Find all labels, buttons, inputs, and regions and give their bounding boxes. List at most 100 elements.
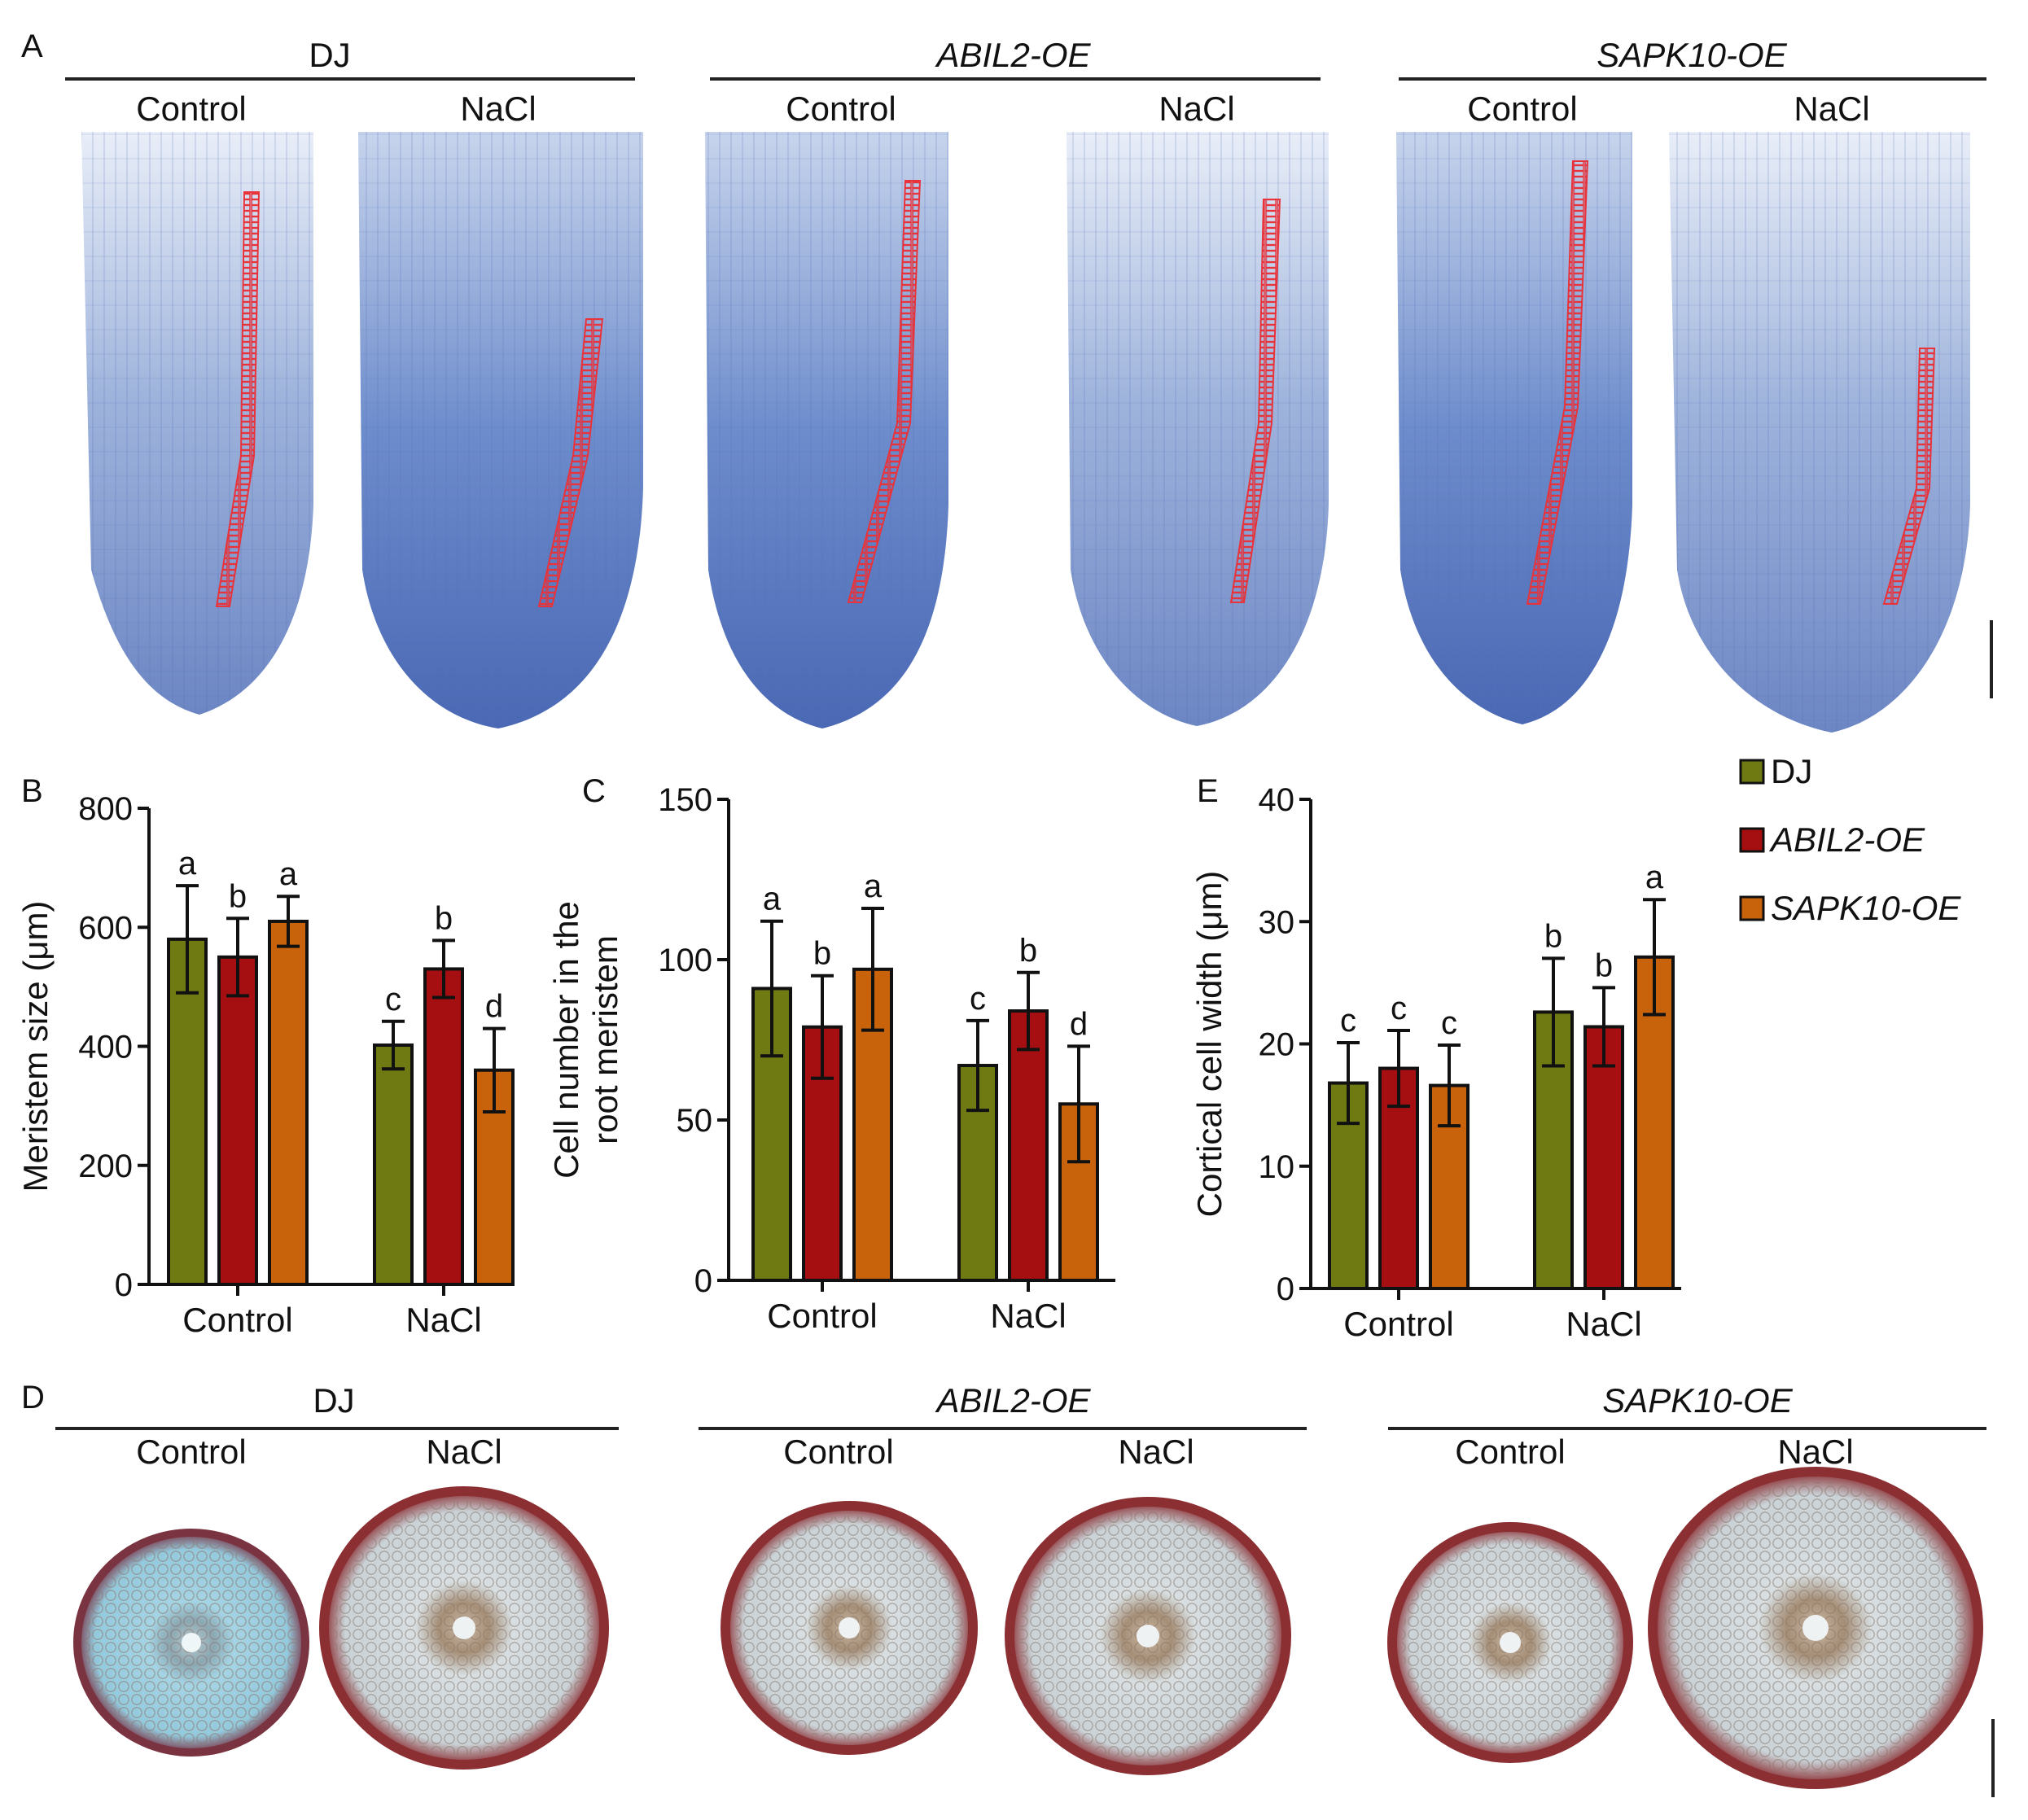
significance-letter: b bbox=[435, 900, 453, 936]
legend: DJ ABIL2-OE SAPK10-OE bbox=[1739, 752, 1961, 927]
treatment-label: NaCl bbox=[1118, 1433, 1194, 1471]
significance-letter: b bbox=[1019, 933, 1037, 969]
genotype-header-dj-a: DJ bbox=[309, 36, 350, 74]
y-tick-label: 30 bbox=[1259, 904, 1295, 940]
bar-sapk10-oe-control bbox=[1429, 1083, 1470, 1290]
root-tip-image-dj-nacl bbox=[358, 132, 643, 728]
genotype-header-sapk10-a: SAPK10-OE bbox=[1597, 36, 1787, 74]
significance-letter: c bbox=[1391, 991, 1407, 1026]
treatment-label: Control bbox=[136, 1433, 246, 1471]
cross-section-abil2-control bbox=[721, 1501, 978, 1755]
root-tip-image-abil2-control bbox=[705, 132, 948, 728]
bar-sapk10-oe-control bbox=[268, 919, 309, 1286]
significance-letter: a bbox=[864, 868, 883, 904]
y-tick-label: 50 bbox=[677, 1103, 713, 1139]
panel-letter-b: B bbox=[21, 773, 43, 809]
genotype-header-abil2-d: ABIL2-OE bbox=[934, 1381, 1091, 1420]
legend-swatch-dj bbox=[1739, 759, 1765, 785]
y-tick-label: 150 bbox=[658, 782, 712, 818]
significance-letter: d bbox=[485, 989, 503, 1025]
root-tip-micrographs bbox=[81, 132, 1993, 733]
y-axis-label: Cell number in the bbox=[547, 901, 585, 1179]
treatment-label: Control bbox=[783, 1433, 893, 1471]
cross-section-sapk10-control bbox=[1387, 1522, 1633, 1763]
significance-letter: d bbox=[1070, 1006, 1088, 1042]
legend-label-abil2: ABIL2-OE bbox=[1768, 820, 1925, 859]
legend-label-sapk10: SAPK10-OE bbox=[1771, 889, 1961, 927]
significance-letter: b bbox=[229, 878, 247, 914]
significance-letter: b bbox=[1595, 947, 1613, 983]
x-tick-label-nacl: NaCl bbox=[1566, 1305, 1641, 1343]
treatment-label: NaCl bbox=[1777, 1433, 1853, 1471]
x-tick-label-nacl: NaCl bbox=[405, 1301, 481, 1339]
y-tick-label: 100 bbox=[658, 943, 712, 978]
y-tick-label: 40 bbox=[1259, 782, 1295, 818]
treatment-label: NaCl bbox=[460, 90, 536, 128]
root-tip-image-sapk10-control bbox=[1396, 132, 1632, 724]
bar-dj-nacl bbox=[373, 1043, 414, 1286]
significance-letter: c bbox=[1441, 1005, 1457, 1041]
root-tip-image-sapk10-nacl bbox=[1669, 132, 1970, 733]
significance-letter: a bbox=[279, 856, 298, 892]
significance-letter: a bbox=[1645, 860, 1664, 895]
significance-letter: c bbox=[1340, 1003, 1356, 1039]
treatment-label: Control bbox=[136, 90, 246, 128]
bar-abil2-oe-control bbox=[217, 955, 258, 1286]
significance-letter: c bbox=[970, 981, 986, 1017]
y-tick-label: 800 bbox=[78, 791, 133, 827]
bar-sapk10-oe-control bbox=[852, 967, 893, 1282]
x-tick-label-control: Control bbox=[182, 1301, 292, 1339]
y-tick-label: 10 bbox=[1259, 1149, 1295, 1185]
bar-abil2-oe-nacl bbox=[423, 967, 464, 1286]
y-tick-label: 200 bbox=[78, 1148, 133, 1184]
chart-e-cortical-width: 0 10 20 30 40 Cortical cell width (μm) Control… bbox=[1190, 782, 1681, 1343]
significance-letter: c bbox=[385, 982, 401, 1017]
cross-section-abil2-nacl bbox=[1005, 1497, 1291, 1775]
x-tick-label-control: Control bbox=[1343, 1305, 1453, 1343]
genotype-header-dj-d: DJ bbox=[313, 1381, 354, 1420]
treatment-label: Control bbox=[1467, 90, 1577, 128]
bar-abil2-oe-control bbox=[802, 1025, 843, 1282]
chart-c-cell-number: 0 50 100 150 Cell number in the root meristem… bbox=[547, 782, 1115, 1335]
y-tick-label: 400 bbox=[78, 1030, 133, 1065]
y-axis-label: Cortical cell width (μm) bbox=[1190, 871, 1229, 1218]
legend-swatch-abil2 bbox=[1739, 827, 1765, 853]
panel-a-headers: DJ ABIL2-OE SAPK10-OE Control NaCl Contr… bbox=[65, 36, 1986, 128]
y-tick-label: 600 bbox=[78, 910, 133, 946]
panel-letter-e: E bbox=[1197, 773, 1219, 809]
treatment-label: NaCl bbox=[1794, 90, 1869, 128]
bar-abil2-oe-nacl bbox=[1008, 1009, 1049, 1283]
x-tick-label-control: Control bbox=[767, 1297, 877, 1335]
legend-label-dj: DJ bbox=[1771, 752, 1812, 790]
significance-letter: b bbox=[813, 936, 831, 972]
treatment-label: NaCl bbox=[1159, 90, 1234, 128]
root-tip-image-dj-control bbox=[81, 132, 313, 715]
significance-letter: a bbox=[763, 882, 782, 917]
significance-letter: b bbox=[1544, 918, 1562, 954]
y-tick-label: 20 bbox=[1259, 1027, 1295, 1063]
treatment-label: NaCl bbox=[426, 1433, 502, 1471]
genotype-header-sapk10-d: SAPK10-OE bbox=[1602, 1381, 1793, 1420]
genotype-header-abil2-a: ABIL2-OE bbox=[934, 36, 1091, 74]
y-axis-label: root meristem bbox=[586, 935, 624, 1144]
root-cross-section-micrographs bbox=[73, 1467, 1995, 1797]
y-tick-label: 0 bbox=[115, 1267, 133, 1303]
cross-section-dj-control bbox=[73, 1529, 309, 1757]
root-tip-image-abil2-nacl bbox=[1067, 132, 1329, 726]
panel-d-headers: DJ ABIL2-OE SAPK10-OE Control NaCl Contr… bbox=[55, 1381, 1986, 1471]
y-tick-label: 0 bbox=[1277, 1271, 1294, 1307]
treatment-label: Control bbox=[786, 90, 896, 128]
cross-section-sapk10-nacl bbox=[1648, 1467, 1983, 1789]
significance-letter: a bbox=[178, 846, 197, 882]
y-tick-label: 0 bbox=[694, 1263, 712, 1299]
panel-letter-a: A bbox=[21, 28, 43, 64]
panel-letter-c: C bbox=[582, 773, 606, 809]
panel-letter-d: D bbox=[21, 1380, 45, 1415]
y-axis-label: Meristem size (μm) bbox=[16, 901, 55, 1192]
cross-section-dj-nacl bbox=[319, 1486, 609, 1770]
x-tick-label-nacl: NaCl bbox=[990, 1297, 1066, 1335]
bar-dj-control bbox=[167, 937, 208, 1286]
legend-swatch-sapk10 bbox=[1739, 895, 1765, 921]
treatment-label: Control bbox=[1455, 1433, 1565, 1471]
